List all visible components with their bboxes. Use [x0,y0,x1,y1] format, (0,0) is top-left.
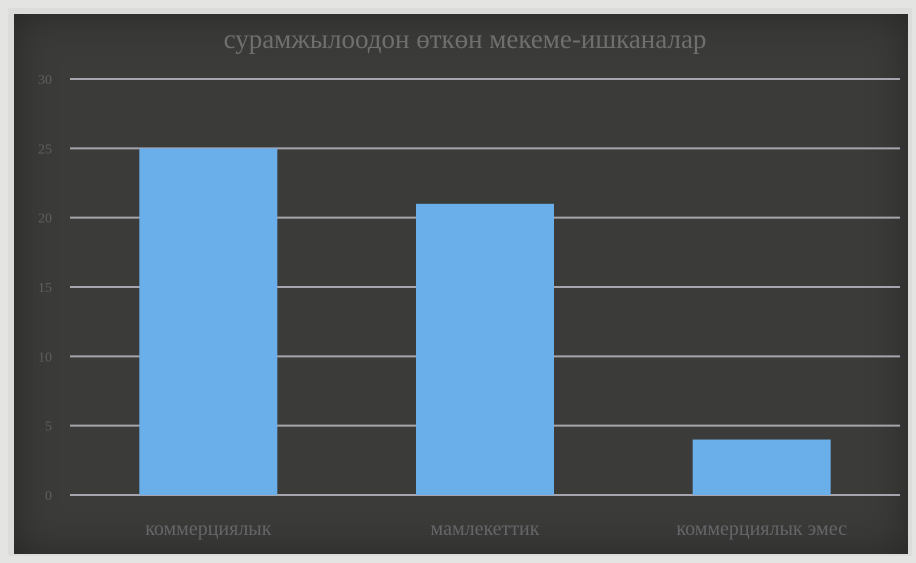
x-axis-labels: коммерциялык мамлекеттик коммерциялык эмес [145,518,847,540]
y-tick-label: 15 [38,281,52,296]
x-tick-label: коммерциялык [145,518,272,540]
y-tick-label: 30 [38,73,52,88]
y-tick-label: 5 [45,420,52,435]
bar-2 [416,203,554,496]
y-axis-ticks: 0 5 10 15 20 25 30 [38,73,52,504]
y-tick-label: 0 [45,489,52,504]
y-tick-label: 10 [38,350,52,365]
chart-title: сурамжылоодон өткөн мекеме-ишканалар [224,24,707,54]
bars [139,148,831,496]
bar-3 [692,439,831,495]
x-tick-label: коммерциялык эмес [676,518,847,540]
y-tick-label: 25 [38,142,52,157]
x-tick-label: мамлекеттик [431,518,540,540]
bar-1 [139,148,278,496]
y-tick-label: 20 [38,212,52,227]
